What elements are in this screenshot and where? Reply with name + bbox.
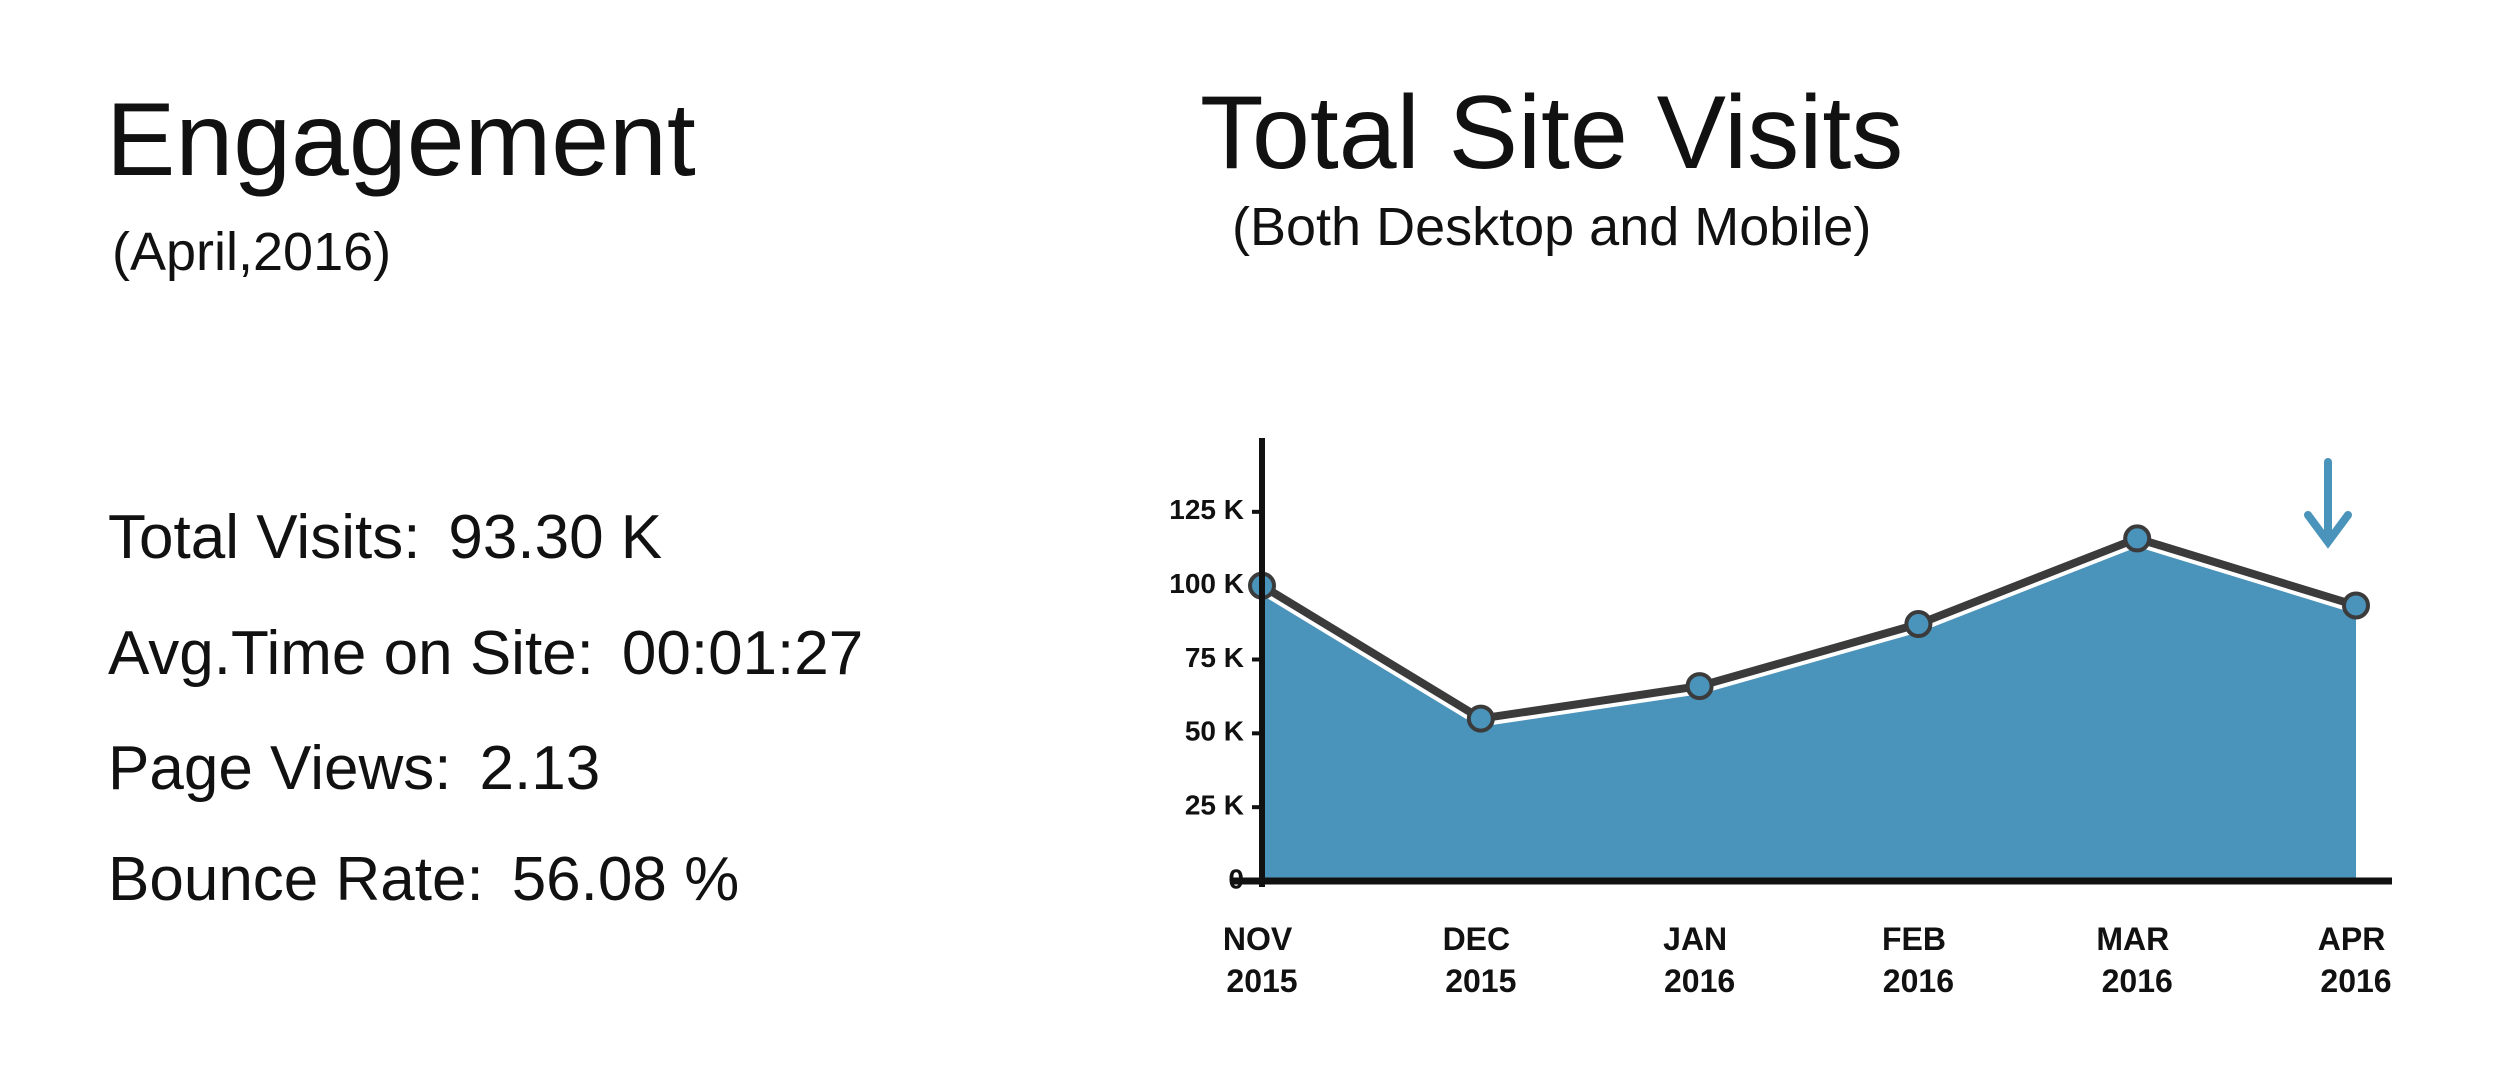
y-tick-label: 50 K	[1185, 716, 1244, 747]
marker	[1904, 610, 1933, 639]
marker	[2123, 524, 2152, 553]
highlight-arrow	[2304, 458, 2352, 549]
y-tick-label: 25 K	[1185, 790, 1244, 821]
x-tick-label: FEB 2016	[1882, 921, 1955, 999]
stats: Total Visits: 93.30 K Avg.Time on Site: 00:…	[108, 503, 863, 914]
stat-row: Bounce Rate: 56.08 %	[108, 845, 739, 914]
x-tick-label: JAN 2016	[1663, 921, 1736, 999]
x-tick-label: MAR 2016	[2096, 921, 2178, 999]
area	[1262, 538, 2356, 881]
x-tick-label: NOV 2015	[1223, 921, 1301, 999]
chart-subtitle: (Both Desktop and Mobile)	[1232, 197, 1871, 257]
x-tick-label: APR 2016	[2318, 921, 2394, 999]
stat-row: Total Visits: 93.30 K	[108, 503, 662, 572]
y-tick-label: 125 K	[1169, 494, 1244, 525]
panel-subtitle: (April,2016)	[112, 222, 391, 282]
chart-title: Total Site Visits	[1200, 75, 1903, 191]
y-tick-label: 100 K	[1169, 568, 1244, 599]
arrow-head	[2304, 511, 2352, 549]
stat-label: Avg.Time on Site:	[108, 619, 594, 688]
stat-label: Page Views:	[108, 734, 452, 803]
x-tick-label: DEC 2015	[1443, 921, 1519, 999]
stat-value: 56.08 %	[512, 845, 740, 914]
stat-row: Avg.Time on Site: 00:01:27	[108, 619, 863, 688]
stat-label: Total Visits:	[108, 503, 420, 572]
stat-value: 93.30 K	[448, 503, 662, 572]
line	[1259, 534, 2358, 723]
stat-value: 00:01:27	[622, 619, 863, 688]
stat-row: Page Views: 2.13	[108, 734, 600, 803]
marker	[2342, 591, 2370, 620]
panel-title: Engagement	[106, 82, 696, 198]
stat-label: Bounce Rate:	[108, 845, 484, 914]
marker	[1685, 672, 1714, 701]
marker	[1466, 704, 1495, 733]
stat-value: 2.13	[480, 734, 601, 803]
y-tick-label: 75 K	[1185, 642, 1244, 673]
